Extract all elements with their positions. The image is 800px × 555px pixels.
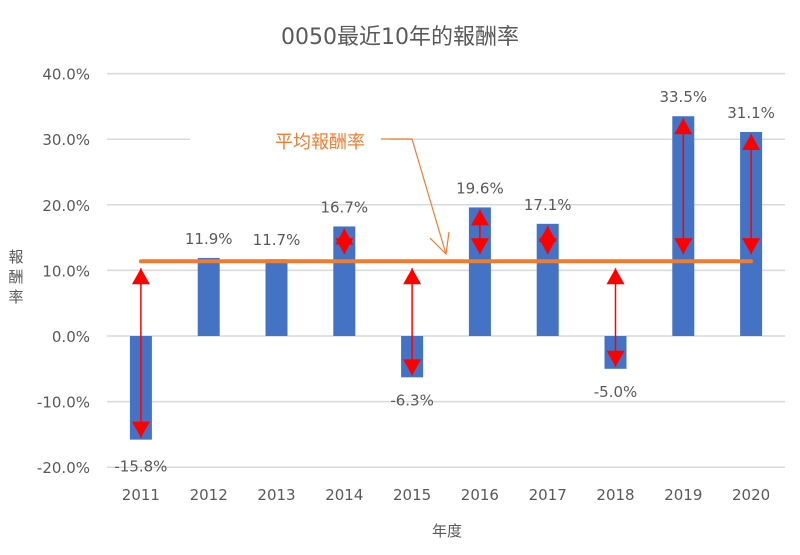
arrowhead-icon <box>403 268 422 285</box>
data-label: 17.1% <box>524 196 572 214</box>
data-label: 33.5% <box>659 88 707 106</box>
arrowhead-icon <box>742 133 761 150</box>
arrowhead-icon <box>335 228 354 245</box>
y-tick-label: 30.0% <box>42 131 90 149</box>
arrowhead-icon <box>470 238 489 255</box>
y-tick-label: 20.0% <box>42 197 90 215</box>
data-label: -6.3% <box>390 391 434 409</box>
data-label: 31.1% <box>727 104 775 122</box>
y-tick-label: 10.0% <box>42 262 90 280</box>
data-label: 11.7% <box>253 231 301 249</box>
chart-title: 0050最近10年的報酬率 <box>281 25 519 50</box>
arrowhead-icon <box>606 350 625 367</box>
x-tick-label: 2015 <box>393 486 431 504</box>
arrowhead-icon <box>674 118 693 135</box>
arrowhead-icon <box>742 238 761 255</box>
bar-2014 <box>333 226 356 336</box>
x-tick-label: 2018 <box>596 486 634 504</box>
annotation-background <box>190 130 390 150</box>
x-tick-label: 2014 <box>325 486 363 504</box>
x-tick-label: 2017 <box>529 486 567 504</box>
data-label: 16.7% <box>320 198 368 216</box>
x-tick-label: 2013 <box>257 486 295 504</box>
arrowhead-icon <box>131 268 150 285</box>
arrowhead-icon <box>674 238 693 255</box>
arrowhead-icon <box>538 238 557 255</box>
data-label: -15.8% <box>114 458 167 476</box>
arrowhead-icon <box>538 225 557 242</box>
x-tick-label: 2011 <box>122 486 160 504</box>
arrowhead-icon <box>403 359 422 376</box>
y-tick-label: 40.0% <box>42 66 90 84</box>
x-axis-title: 年度 <box>432 522 462 540</box>
average-annotation-leader <box>381 138 447 255</box>
x-tick-label: 2012 <box>190 486 228 504</box>
y-tick-label: -20.0% <box>37 459 90 477</box>
bar-2012 <box>197 257 220 336</box>
bar-2013 <box>265 259 288 336</box>
x-tick-label: 2020 <box>732 486 770 504</box>
y-axis-title-char: 酬 <box>8 268 23 286</box>
y-axis-title-char: 報 <box>8 248 23 266</box>
average-annotation-label: 平均報酬率 <box>275 132 365 153</box>
x-tick-label: 2016 <box>461 486 499 504</box>
x-tick-label: 2019 <box>664 486 702 504</box>
y-axis-title-char: 率 <box>8 288 23 306</box>
y-tick-label: 0.0% <box>52 328 90 346</box>
data-label: 19.6% <box>456 179 504 197</box>
y-axis-title: 報酬率 <box>8 248 23 306</box>
y-tick-label: -10.0% <box>37 394 90 412</box>
bar-2017 <box>536 223 559 336</box>
data-label: -5.0% <box>594 383 638 401</box>
average-annotation-arrowhead <box>429 231 450 256</box>
arrowhead-icon <box>606 268 625 285</box>
arrowhead-icon <box>470 209 489 226</box>
arrowhead-icon <box>131 421 150 438</box>
data-label: 11.9% <box>185 230 233 248</box>
